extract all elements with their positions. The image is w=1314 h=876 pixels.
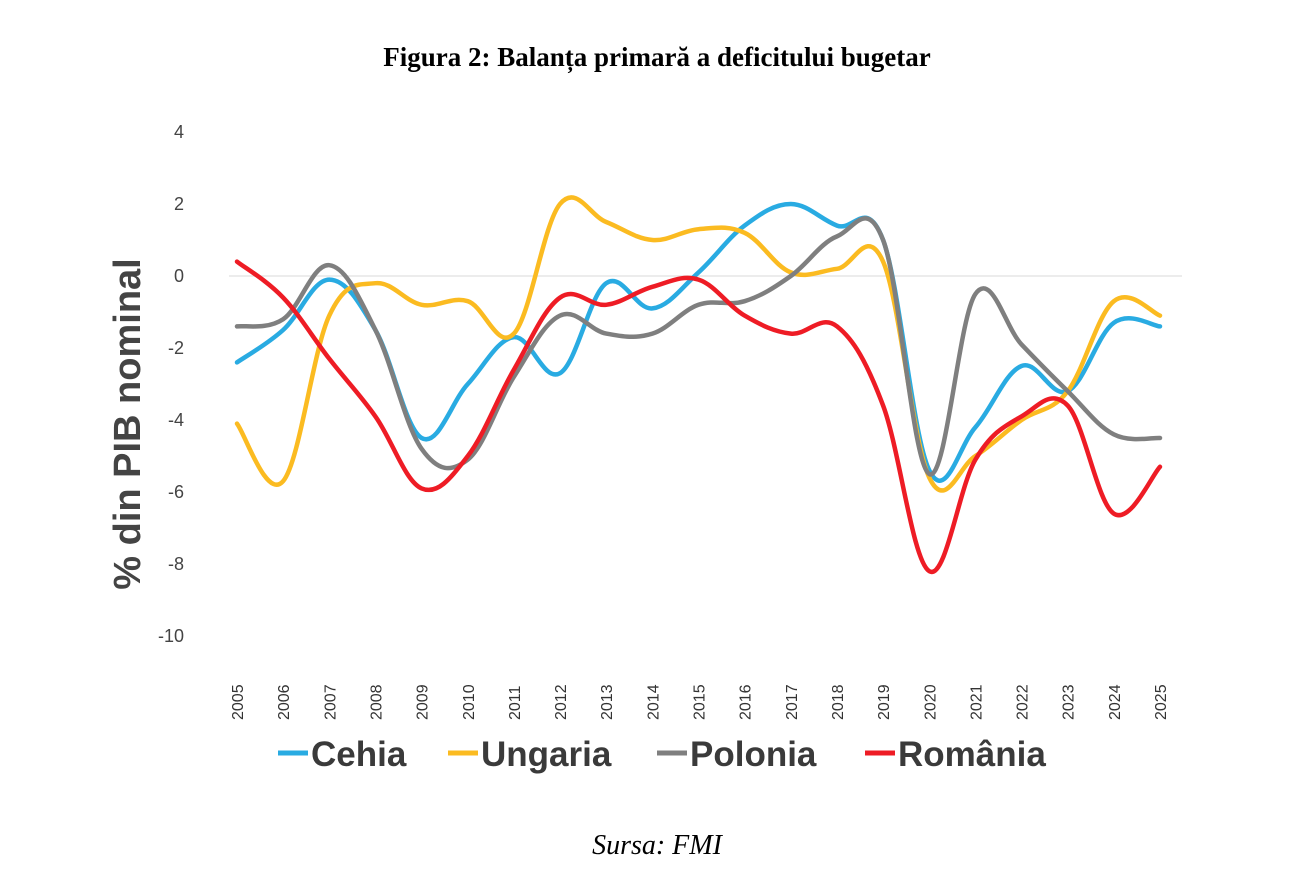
x-tick-label: 2025: [1153, 684, 1170, 720]
y-tick-label: -2: [168, 338, 184, 358]
x-tick-label: 2020: [922, 684, 939, 720]
figure-title: Figura 2: Balanța primară a deficitului …: [383, 42, 931, 72]
x-tick-label: 2009: [415, 684, 432, 720]
x-tick-label: 2006: [276, 684, 293, 720]
source-note: Sursa: FMI: [592, 830, 722, 861]
x-tick-label: 2011: [507, 685, 524, 720]
x-tick-label: 2021: [968, 684, 985, 720]
x-tick-label: 2019: [876, 684, 893, 720]
y-tick-label: -6: [168, 482, 184, 502]
x-tick-label: 2005: [230, 684, 247, 720]
line-chart: 420-2-4-6-8-10 % din PIB nominal 2005 200…: [107, 122, 1182, 774]
x-tick-label: 2007: [322, 684, 339, 720]
x-tick-label: 2010: [461, 684, 478, 720]
x-tick-label: 2017: [784, 684, 801, 720]
series-line-ungaria: [234, 195, 1163, 493]
x-tick-label: 2018: [830, 684, 847, 720]
y-tick-label: 4: [174, 122, 184, 142]
x-tick-label: 2015: [692, 684, 709, 720]
series-lines: [234, 195, 1163, 574]
legend-label: Ungaria: [481, 735, 612, 774]
x-tick-label: 2016: [738, 684, 755, 720]
x-tick-label: 2023: [1061, 684, 1078, 720]
x-tick-label: 2014: [645, 684, 662, 720]
x-tick-label: 2012: [553, 684, 570, 720]
x-tick-label: 2022: [1015, 684, 1032, 720]
y-tick-label: 2: [174, 194, 184, 214]
y-axis-ticks: 4 2 0 -2 -4 -6 -8 -10: [158, 122, 184, 646]
x-tick-label: 2024: [1107, 684, 1124, 720]
x-tick-label: 2013: [599, 684, 616, 720]
y-tick-label: -4: [168, 410, 184, 430]
legend-label: Cehia: [311, 735, 407, 774]
y-axis-label: % din PIB nominal: [107, 258, 149, 589]
series-line-polonia: [234, 216, 1163, 477]
y-tick-label: -8: [168, 554, 184, 574]
x-axis-ticks: 2005 2006 2007 2008 2009 2010 2011 2012 2013 2014…: [230, 684, 1170, 720]
y-tick-label: 0: [174, 266, 184, 286]
legend-label: România: [898, 735, 1046, 774]
legend-label: Polonia: [690, 735, 817, 774]
x-tick-label: 2008: [368, 684, 385, 720]
legend: Cehia Ungaria Polonia România: [278, 735, 1046, 774]
series-line-românia: [234, 259, 1163, 574]
y-tick-label: -10: [158, 626, 184, 646]
